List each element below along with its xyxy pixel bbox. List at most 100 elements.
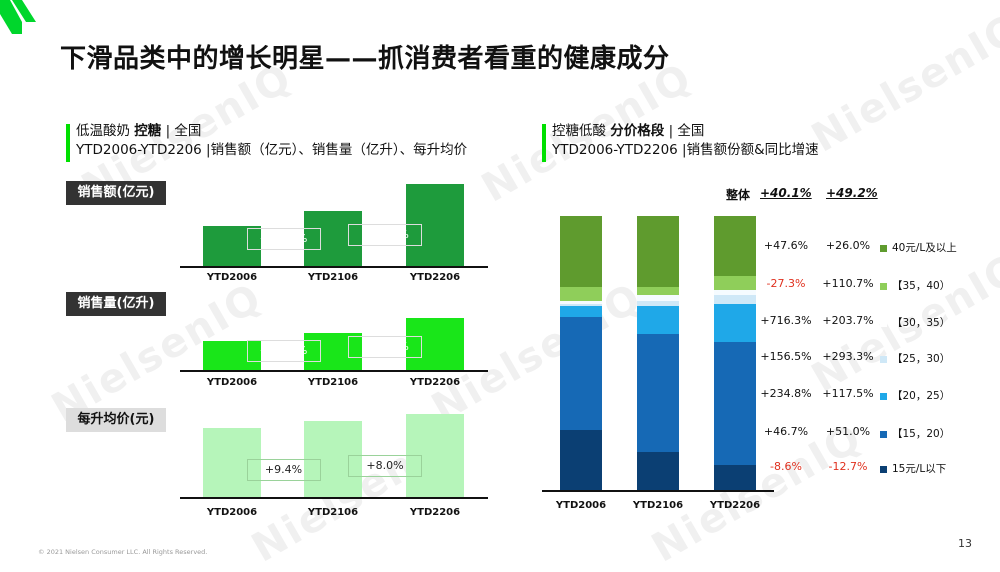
x-axis-line <box>542 490 774 492</box>
bar-YTD2006 <box>203 226 261 266</box>
bar-YTD2006 <box>203 341 261 370</box>
growth-value: -8.6% <box>770 460 802 473</box>
x-tick-label: YTD2206 <box>409 507 461 518</box>
copyright-footer: © 2021 Nielsen Consumer LLC. All Rights … <box>38 548 208 556</box>
stack-segment <box>560 306 602 318</box>
stack-segment <box>637 451 679 490</box>
left-header-suffix: | 全国 <box>161 123 202 139</box>
sales-value-label: 销售额(亿元) <box>66 181 166 205</box>
x-tick-label: YTD2006 <box>206 507 258 518</box>
stack-segment <box>560 216 602 288</box>
bar-YTD2206 <box>406 318 464 370</box>
x-tick-label: YTD2106 <box>307 272 359 283</box>
stack-segment <box>560 303 602 307</box>
right-header-prefix: 控糖低酸 <box>552 123 611 139</box>
stack-segment <box>714 303 756 343</box>
legend-item: 【35，40） <box>880 278 950 293</box>
stack-segment <box>714 342 756 466</box>
stack-segment <box>714 216 756 277</box>
right-section-header: 控糖低酸 分价格段 | 全国 YTD2006-YTD2206 |销售额份额&同比… <box>542 122 819 162</box>
x-tick-label: YTD2006 <box>206 377 258 388</box>
growth-label: +9.4% <box>246 459 321 481</box>
left-header-prefix: 低温酸奶 <box>76 123 135 139</box>
stack-segment <box>637 306 679 334</box>
left-header-bold: 控糖 <box>134 123 162 139</box>
page-number: 13 <box>958 537 972 550</box>
legend-label: 15元/L以下 <box>892 463 947 475</box>
x-tick-label: YTD2006 <box>555 500 607 511</box>
x-tick-label: YTD2106 <box>307 377 359 388</box>
growth-value: -12.7% <box>828 460 868 473</box>
stack-segment <box>560 317 602 430</box>
growth-value: +203.7% <box>822 314 874 327</box>
right-header-subtitle: YTD2006-YTD2206 |销售额份额&同比增速 <box>552 142 819 158</box>
growth-value: +716.3% <box>760 314 812 327</box>
growth-value: +293.3% <box>822 350 874 363</box>
legend-item: 【15，20） <box>880 426 950 441</box>
stack-segment <box>714 295 756 304</box>
legend-swatch <box>880 355 887 363</box>
bar-YTD2006 <box>203 428 261 497</box>
x-axis-line <box>180 266 488 268</box>
left-header-subtitle: YTD2006-YTD2206 |销售额（亿元）、销售量（亿升）、每升均价 <box>76 142 468 158</box>
growth-value: +51.0% <box>825 425 871 438</box>
legend-label: 【30，35） <box>892 317 951 329</box>
stack-segment <box>560 429 602 490</box>
stack-segment <box>714 276 756 290</box>
growth-value: -27.3% <box>766 277 806 290</box>
stack-segment <box>714 289 756 296</box>
x-tick-label: YTD2206 <box>409 272 461 283</box>
legend-swatch <box>880 430 887 438</box>
legend-label: 【35，40） <box>892 280 951 292</box>
legend-swatch <box>880 319 887 327</box>
x-tick-label: YTD2106 <box>632 500 684 511</box>
header-accent-bar <box>542 124 546 162</box>
watermark: NielsenIQ <box>804 4 1000 162</box>
x-tick-label: YTD2106 <box>307 507 359 518</box>
x-tick-label: YTD2206 <box>409 377 461 388</box>
growth-value: +234.8% <box>760 387 812 400</box>
right-header-bold: 分价格段 <box>610 123 665 139</box>
legend-swatch <box>880 392 887 400</box>
growth-value: +156.5% <box>760 350 812 363</box>
legend-swatch <box>880 244 887 252</box>
stack-segment <box>714 465 756 490</box>
bar-YTD2106 <box>304 333 362 370</box>
legend-label: 【25，30） <box>892 353 951 365</box>
x-axis-line <box>180 370 488 372</box>
stack-segment <box>637 287 679 296</box>
stack-segment <box>637 300 679 307</box>
stack-segment <box>637 216 679 288</box>
stack-segment <box>637 333 679 452</box>
legend-item: 【20，25） <box>880 388 950 403</box>
legend-swatch <box>880 282 887 290</box>
stack-segment <box>560 287 602 301</box>
stack-segment <box>637 295 679 301</box>
growth-value: +110.7% <box>822 277 874 290</box>
overall-growth-2206: +49.2% <box>826 186 878 200</box>
legend-item: 【25，30） <box>880 351 950 366</box>
legend-label: 40元/L及以上 <box>892 242 957 254</box>
legend-item: 15元/L以下 <box>880 461 946 476</box>
x-tick-label: YTD2206 <box>709 500 761 511</box>
bar-YTD2206 <box>406 184 464 266</box>
header-accent-bar <box>66 124 70 162</box>
growth-label: +8.0% <box>348 455 422 477</box>
legend-label: 【15，20） <box>892 428 951 440</box>
stack-segment <box>560 300 602 304</box>
legend-item: 40元/L及以上 <box>880 240 957 255</box>
growth-label: + 28.0% <box>246 340 321 362</box>
growth-label: + 38.1% <box>348 336 422 358</box>
right-header-suffix: | 全国 <box>664 123 705 139</box>
legend-item: 【30，35） <box>880 315 950 330</box>
avg-price-label: 每升均价(元) <box>66 408 166 432</box>
page-title: 下滑品类中的增长明星——抓消费者看重的健康成分 <box>60 44 670 74</box>
x-tick-label: YTD2006 <box>206 272 258 283</box>
legend-label: 【20，25） <box>892 390 951 402</box>
x-axis-line <box>180 497 488 499</box>
nielseniq-logo-icon <box>0 0 36 34</box>
growth-value: +46.7% <box>763 425 809 438</box>
growth-value: +117.5% <box>822 387 874 400</box>
sales-volume-label: 销售量(亿升) <box>66 292 166 316</box>
overall-growth-2106: +40.1% <box>760 186 812 200</box>
